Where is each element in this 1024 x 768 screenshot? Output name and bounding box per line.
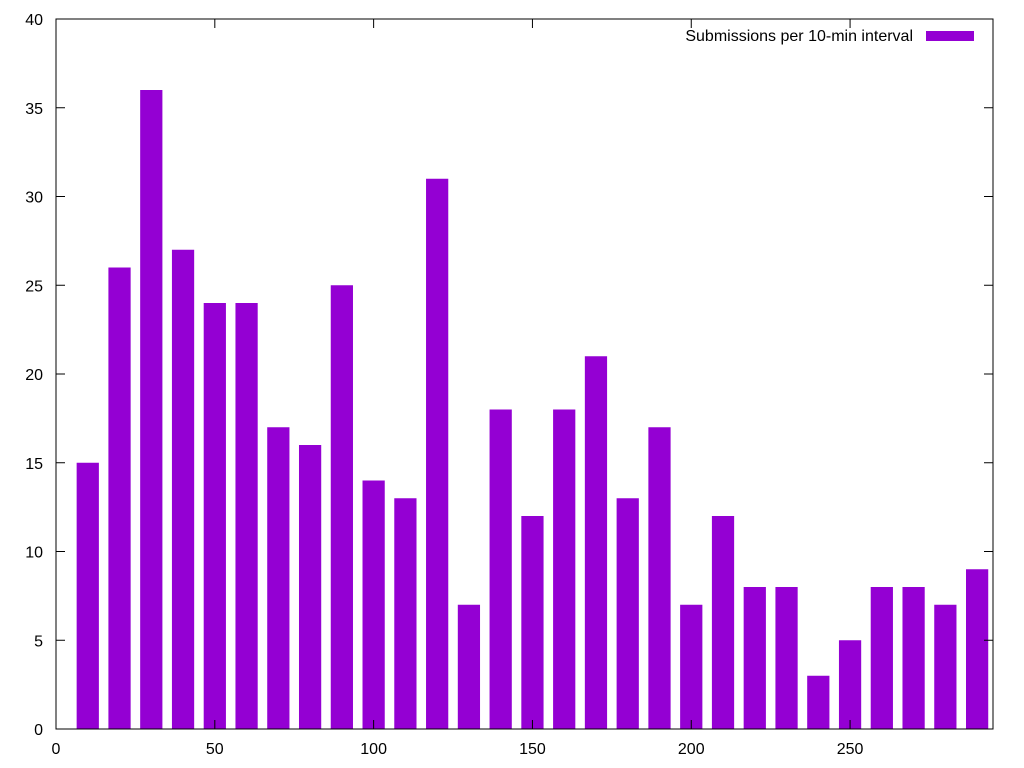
bar (838, 640, 862, 729)
bar (76, 462, 99, 729)
y-tick-label: 10 (25, 545, 43, 562)
x-tick-label: 0 (52, 741, 61, 758)
y-tick-label: 15 (25, 456, 43, 473)
y-tick-label: 20 (25, 367, 43, 384)
x-tick-label: 200 (678, 741, 705, 758)
legend-label: Submissions per 10-min interval (685, 28, 913, 45)
bar (203, 303, 226, 729)
bar (553, 409, 576, 729)
legend-swatch (926, 31, 974, 41)
bar (235, 303, 258, 729)
bar (616, 498, 639, 729)
tick-labels-layer: 0 5 10 15 20 25 30 35 40 0 50 100 150 200 250 (25, 12, 863, 758)
x-tick-label: 250 (837, 741, 864, 758)
y-tick-label: 30 (25, 190, 43, 207)
bar (330, 285, 353, 729)
bar (711, 516, 735, 729)
x-tick-label: 150 (519, 741, 546, 758)
bar (267, 427, 290, 729)
y-tick-label: 40 (25, 12, 43, 29)
bar (394, 498, 417, 729)
y-tick-label: 25 (25, 278, 43, 295)
bar (426, 178, 449, 729)
bar (108, 267, 131, 729)
bar (648, 427, 671, 729)
bar (171, 249, 195, 729)
y-tick-label: 35 (25, 101, 43, 118)
bars-layer (76, 90, 989, 729)
bar (775, 587, 798, 729)
bar (362, 480, 385, 729)
bar (521, 516, 544, 729)
bar (902, 587, 925, 729)
y-tick-label: 0 (34, 722, 43, 739)
x-tick-label: 100 (360, 741, 387, 758)
bar (966, 569, 989, 729)
bar (140, 90, 163, 729)
bar (934, 604, 957, 729)
bar (743, 587, 766, 729)
x-tick-label: 50 (206, 741, 224, 758)
bar (807, 675, 830, 729)
y-tick-label: 5 (34, 633, 43, 650)
bar (489, 409, 512, 729)
bar (870, 587, 893, 729)
plot-frame (55, 18, 994, 730)
bar (457, 604, 481, 729)
bar (298, 445, 322, 729)
bar (680, 604, 703, 729)
legend: Submissions per 10-min interval (685, 28, 974, 45)
bar (584, 356, 608, 729)
